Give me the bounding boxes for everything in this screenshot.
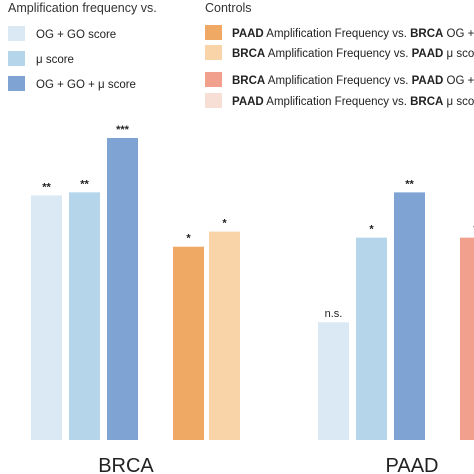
legend-right-label-part: OG + G — [443, 75, 474, 87]
bar-brca-1 — [69, 192, 100, 440]
bar-brca-2 — [107, 138, 138, 440]
legend-left-label: OG + GO + μ score — [36, 79, 136, 91]
legend-right-label-part: OG + G — [443, 28, 474, 40]
legend-right-label-part: μ score — [443, 48, 474, 60]
legend-right-label-part: PAAD — [412, 75, 444, 87]
category-labels: BRCA PAAD — [98, 455, 438, 474]
bar-paad-8 — [460, 237, 474, 440]
legend-right-label-part: BRCA — [232, 75, 265, 87]
bar-brca-0 — [31, 195, 62, 440]
legend-left-label: OG + GO score — [36, 29, 116, 41]
legend-left-label: μ score — [36, 54, 74, 66]
legend-right-label-part: PAAD — [232, 96, 264, 108]
legend-right-title: Controls — [205, 1, 252, 15]
legend-left-title: Amplification frequency vs. — [8, 1, 157, 15]
legend-right-swatch — [205, 25, 222, 40]
legend-right-swatch — [205, 93, 222, 108]
bar-significance-label: n.s. — [325, 308, 343, 320]
legend-right-label-part: PAAD — [232, 28, 264, 40]
legend-right-swatch — [205, 45, 222, 60]
legend-right-label-part: BRCA — [410, 28, 443, 40]
legend-right-label-part: Amplification Frequency vs. — [264, 28, 410, 40]
legend-left: Amplification frequency vs. OG + GO scor… — [8, 1, 157, 91]
bar-significance-label: * — [222, 218, 227, 230]
legend-right-label: PAAD Amplification Frequency vs. BRCA OG… — [232, 28, 474, 40]
legend-right-label-part: μ score — [443, 96, 474, 108]
bar-significance-label: ** — [405, 178, 414, 190]
legend-right-label: BRCA Amplification Frequency vs. PAAD OG… — [232, 75, 474, 87]
category-label-brca: BRCA — [98, 455, 154, 474]
bar-paad-7 — [394, 192, 425, 440]
bar-brca-4 — [209, 231, 240, 440]
bar-significance-label: * — [369, 224, 374, 236]
category-label-paad: PAAD — [386, 455, 439, 474]
bar-significance-label: * — [186, 233, 191, 245]
bar-significance-label: *** — [116, 124, 130, 136]
legend-right-label-part: BRCA — [232, 48, 265, 60]
bar-significance-label: ** — [42, 181, 51, 193]
bar-paad-6 — [356, 237, 387, 440]
legend-right: Controls PAAD Amplification Frequency vs… — [205, 1, 474, 108]
legend-right-label-part: Amplification Frequency vs. — [264, 96, 410, 108]
legend-left-swatch — [8, 76, 25, 91]
legend-right-label-part: Amplification Frequency vs. — [265, 75, 411, 87]
bar-significance-label: ** — [80, 178, 89, 190]
bar-paad-5 — [318, 322, 349, 440]
bars: *********n.s.**** — [31, 124, 474, 440]
legend-right-swatch — [205, 72, 222, 87]
legend-right-label-part: Amplification Frequency vs. — [265, 48, 411, 60]
legend-right-label: PAAD Amplification Frequency vs. BRCA μ … — [232, 96, 474, 108]
legend-right-label-part: PAAD — [412, 48, 444, 60]
legend-left-swatch — [8, 26, 25, 41]
legend-left-swatch — [8, 51, 25, 66]
bar-brca-3 — [173, 246, 204, 440]
legend-right-label-part: BRCA — [410, 96, 443, 108]
legend-right-label: BRCA Amplification Frequency vs. PAAD μ … — [232, 48, 474, 60]
